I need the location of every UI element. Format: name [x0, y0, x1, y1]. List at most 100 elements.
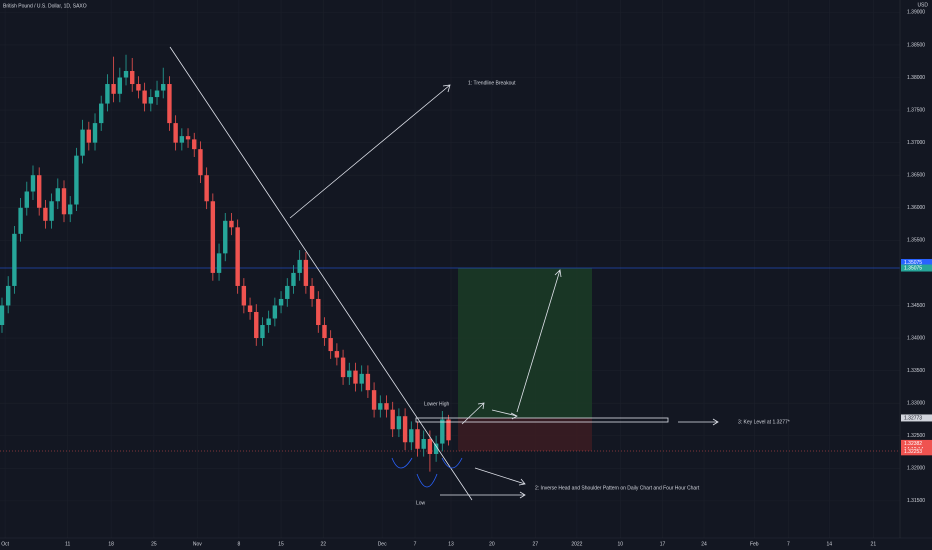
candle-body [173, 123, 178, 143]
candle-body [303, 259, 309, 286]
candle-body [384, 403, 389, 410]
candle-body [117, 77, 123, 94]
candle-body [36, 175, 42, 208]
candle-body [55, 188, 61, 202]
candle-body [371, 390, 377, 410]
candle-body [247, 305, 253, 312]
candle-body [61, 188, 67, 215]
x-tick-label: 27 [533, 541, 539, 547]
candle-body [24, 191, 29, 208]
candle-body [402, 416, 408, 443]
price-label: 1.35075 [904, 265, 922, 271]
annotation: Low [416, 500, 426, 506]
arrow [678, 418, 719, 426]
candle-body [148, 97, 154, 104]
y-tick-label: 1.34500 [907, 303, 925, 309]
x-tick-label: 24 [701, 541, 707, 547]
candle-body [316, 298, 321, 326]
candle-body [396, 416, 402, 430]
candle-body [111, 84, 116, 94]
candle-body [74, 155, 79, 205]
x-tick-label: 13 [448, 541, 454, 547]
price-label-box [901, 414, 932, 422]
x-tick-label: Dec [378, 541, 387, 547]
candle-body [49, 201, 54, 221]
candle-body [297, 259, 302, 273]
x-tick-label: 25 [151, 541, 157, 547]
candle-body [347, 370, 352, 378]
price-label: 1.32253 [904, 449, 922, 455]
arrow [289, 84, 451, 219]
candle-body [198, 149, 203, 176]
profit-zone [458, 268, 592, 418]
candle-body [291, 272, 296, 286]
x-tick-label: 14 [827, 541, 833, 547]
candle-body [421, 438, 426, 449]
arrow [491, 409, 518, 420]
chart-title: British Pound / U.S. Dollar, 1D, SAXO [3, 3, 87, 9]
y-tick-label: 1.36500 [907, 173, 925, 179]
candle-body [30, 175, 36, 192]
y-tick-label: 1.33500 [907, 368, 925, 374]
candle-body [154, 90, 160, 98]
x-tick-label: 7 [787, 541, 790, 547]
candles [0, 54, 451, 472]
trendline [169, 46, 473, 501]
candle-body [278, 298, 284, 306]
price-label-box [901, 258, 932, 266]
candle-body [254, 311, 259, 339]
price-label: 1.32773 [904, 415, 922, 421]
axes: 1.39000 1.38500 1.38000 1.37500 1.37000 1.365… [1, 10, 932, 547]
candle-body [167, 84, 172, 124]
drawings [169, 46, 719, 501]
candle-body [86, 129, 92, 143]
candle-body [241, 285, 247, 306]
candle-body [440, 419, 445, 444]
arrow [516, 269, 562, 413]
candle-body [105, 84, 110, 104]
candle-body [123, 70, 129, 78]
x-tick-label: 2022 [571, 541, 582, 547]
y-tick-label: 1.39000 [907, 10, 925, 16]
candle-body [185, 136, 191, 140]
candle-body [390, 409, 395, 430]
arrow [474, 467, 526, 486]
candle-body [340, 357, 346, 378]
candle-body [80, 129, 85, 156]
arrow [440, 491, 526, 499]
candle-body [409, 429, 414, 443]
x-tick-label: 21 [871, 541, 877, 547]
candle-body [427, 438, 433, 454]
candle-body [415, 429, 420, 449]
candle-body [179, 136, 185, 143]
candle-body [18, 207, 23, 234]
y-tick-label: 1.31500 [907, 498, 925, 504]
y-tick-label: 1.36000 [907, 205, 925, 211]
candle-body [204, 175, 209, 202]
x-tick-label: 20 [489, 541, 495, 547]
price-label: 1.32382 [904, 441, 922, 447]
y-tick-label: 1.38500 [907, 42, 925, 48]
grid [0, 0, 900, 538]
x-tick-label: 18 [108, 541, 114, 547]
annotation: 1: Trendline Breakout [468, 80, 516, 86]
price-label-box [901, 448, 932, 456]
candle-body [235, 227, 240, 286]
x-tick-label: Feb [750, 541, 759, 547]
y-tick-label: 1.37000 [907, 140, 925, 146]
x-tick-label: 7 [414, 541, 417, 547]
left-shoulder [391, 457, 413, 469]
x-tick-label: Nov [193, 541, 202, 547]
candle-body [334, 351, 340, 358]
candle-body [328, 338, 333, 352]
candle-body [223, 220, 228, 254]
candle-body [192, 139, 197, 150]
arrow [461, 402, 485, 425]
price-label-box [901, 264, 932, 272]
x-tick-label: Oct [1, 541, 9, 547]
candle-body [43, 207, 48, 221]
candle-body [359, 373, 364, 384]
candle-body [309, 285, 315, 299]
candle-body [353, 370, 358, 384]
